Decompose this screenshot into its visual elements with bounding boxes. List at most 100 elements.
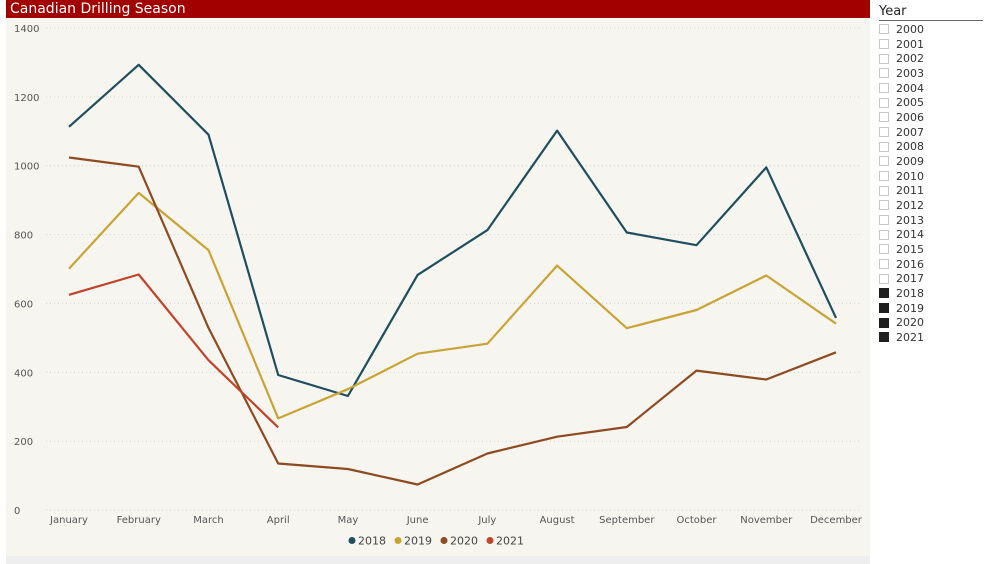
legend-label-2019[interactable]: 2019 bbox=[404, 535, 432, 548]
checkbox-icon[interactable] bbox=[879, 68, 889, 79]
slicer-item-2009[interactable]: 2009 bbox=[879, 154, 924, 169]
x-tick-label: December bbox=[810, 515, 863, 526]
slicer-item-label: 2004 bbox=[896, 81, 924, 95]
checkbox-icon[interactable] bbox=[879, 97, 889, 108]
slicer-item-2010[interactable]: 2010 bbox=[879, 169, 924, 184]
line-chart: 0 200 400 600 800 1000 1200 1400 January February… bbox=[14, 24, 863, 548]
x-tick-label: May bbox=[338, 515, 359, 526]
slicer-item-2006[interactable]: 2006 bbox=[879, 110, 924, 125]
legend-label-2020[interactable]: 2020 bbox=[450, 535, 478, 548]
slicer-item-2016[interactable]: 2016 bbox=[879, 257, 924, 272]
slicer-item-2011[interactable]: 2011 bbox=[879, 183, 924, 198]
checkbox-icon[interactable] bbox=[879, 185, 889, 196]
slicer-item-label: 2015 bbox=[896, 242, 924, 256]
chart-panel: 0 200 400 600 800 1000 1200 1400 January February… bbox=[6, 0, 870, 556]
checkbox-icon[interactable] bbox=[879, 53, 889, 64]
legend-marker-2018 bbox=[348, 537, 356, 544]
series-line-2018[interactable] bbox=[68, 63, 837, 398]
slicer-item-2000[interactable]: 2000 bbox=[879, 22, 924, 37]
slicer-item-2018[interactable]: 2018 bbox=[879, 286, 924, 301]
x-tick-label: October bbox=[677, 515, 718, 526]
x-tick-label: November bbox=[740, 515, 793, 526]
x-tick-label: April bbox=[267, 515, 290, 526]
x-tick-label: September bbox=[599, 515, 655, 526]
slicer-item-2020[interactable]: 2020 bbox=[879, 315, 924, 330]
checkbox-icon[interactable] bbox=[879, 24, 889, 35]
checkbox-icon[interactable] bbox=[879, 259, 889, 270]
slicer-item-2015[interactable]: 2015 bbox=[879, 242, 924, 257]
slicer-item-label: 2005 bbox=[896, 96, 924, 110]
y-tick-label: 200 bbox=[14, 437, 33, 448]
slicer-item-label: 2014 bbox=[896, 228, 924, 242]
slicer-item-2004[interactable]: 2004 bbox=[879, 81, 924, 96]
slicer-item-2017[interactable]: 2017 bbox=[879, 271, 924, 286]
slicer-item-label: 2011 bbox=[896, 184, 924, 198]
slicer-item-2013[interactable]: 2013 bbox=[879, 213, 924, 228]
year-slicer: Year 2000 2001 2002 2003 2004 2005 2006 2007 200… bbox=[876, 0, 996, 564]
legend-marker-2019 bbox=[394, 537, 402, 544]
x-tick-label: June bbox=[406, 515, 429, 526]
legend-label-2018[interactable]: 2018 bbox=[358, 535, 386, 548]
bottom-divider bbox=[6, 556, 870, 564]
slicer-item-2001[interactable]: 2001 bbox=[879, 37, 924, 52]
series-line-2020[interactable] bbox=[68, 156, 837, 486]
slicer-item-label: 2012 bbox=[896, 198, 924, 212]
slicer-item-2019[interactable]: 2019 bbox=[879, 301, 924, 316]
checkbox-icon[interactable] bbox=[879, 288, 889, 299]
x-tick-label: March bbox=[193, 515, 223, 526]
checkbox-icon[interactable] bbox=[879, 39, 889, 49]
checkbox-icon[interactable] bbox=[879, 127, 889, 138]
checkbox-icon[interactable] bbox=[879, 244, 889, 255]
legend-marker-2021 bbox=[486, 537, 494, 544]
slicer-item-2005[interactable]: 2005 bbox=[879, 95, 924, 110]
slicer-item-2007[interactable]: 2007 bbox=[879, 125, 924, 140]
series-line-2019[interactable] bbox=[68, 191, 837, 420]
slicer-item-label: 2013 bbox=[896, 213, 924, 227]
slicer-item-label: 2003 bbox=[896, 66, 924, 80]
slicer-item-2008[interactable]: 2008 bbox=[879, 139, 924, 154]
y-tick-label: 800 bbox=[14, 231, 33, 242]
slicer-item-label: 2019 bbox=[896, 301, 924, 315]
checkbox-icon[interactable] bbox=[879, 317, 889, 328]
checkbox-icon[interactable] bbox=[879, 215, 889, 226]
slicer-item-2002[interactable]: 2002 bbox=[879, 51, 924, 66]
slicer-item-label: 2018 bbox=[896, 286, 924, 300]
slicer-item-label: 2009 bbox=[896, 154, 924, 168]
slicer-item-label: 2016 bbox=[896, 257, 924, 271]
x-tick-label: January bbox=[49, 515, 88, 526]
slicer-header: Year bbox=[879, 4, 983, 21]
y-tick-label: 1200 bbox=[14, 93, 39, 104]
slicer-item-label: 2006 bbox=[896, 110, 924, 124]
series-line-2021[interactable] bbox=[68, 273, 279, 429]
slicer-item-label: 2020 bbox=[896, 316, 924, 330]
slicer-item-label: 2007 bbox=[896, 125, 924, 139]
checkbox-icon[interactable] bbox=[879, 83, 889, 94]
checkbox-icon[interactable] bbox=[879, 332, 889, 343]
slicer-item-2014[interactable]: 2014 bbox=[879, 227, 924, 242]
checkbox-icon[interactable] bbox=[879, 112, 889, 123]
checkbox-icon[interactable] bbox=[879, 171, 889, 182]
slicer-item-label: 2002 bbox=[896, 52, 924, 66]
x-tick-label: July bbox=[477, 515, 496, 526]
slicer-item-2021[interactable]: 2021 bbox=[879, 330, 924, 345]
checkbox-icon[interactable] bbox=[879, 141, 889, 152]
slicer-item-label: 2008 bbox=[896, 140, 924, 154]
x-tick-label: February bbox=[117, 515, 161, 526]
gridlines bbox=[46, 27, 861, 511]
slicer-item-2003[interactable]: 2003 bbox=[879, 66, 924, 81]
slicer-list: 2000 2001 2002 2003 2004 2005 2006 2007 2008 2009… bbox=[879, 22, 924, 345]
checkbox-icon[interactable] bbox=[879, 303, 889, 314]
checkbox-icon[interactable] bbox=[879, 273, 889, 284]
slicer-item-label: 2001 bbox=[896, 37, 924, 51]
y-tick-label: 600 bbox=[14, 299, 33, 310]
checkbox-icon[interactable] bbox=[879, 156, 889, 167]
checkbox-icon[interactable] bbox=[879, 200, 889, 211]
x-tick-label: August bbox=[540, 515, 575, 526]
slicer-item-label: 2010 bbox=[896, 169, 924, 183]
checkbox-icon[interactable] bbox=[879, 229, 889, 240]
slicer-item-label: 2017 bbox=[896, 272, 924, 286]
legend-label-2021[interactable]: 2021 bbox=[496, 535, 524, 548]
y-tick-label: 400 bbox=[14, 368, 33, 379]
slicer-item-2012[interactable]: 2012 bbox=[879, 198, 924, 213]
y-tick-label: 1400 bbox=[14, 24, 39, 35]
